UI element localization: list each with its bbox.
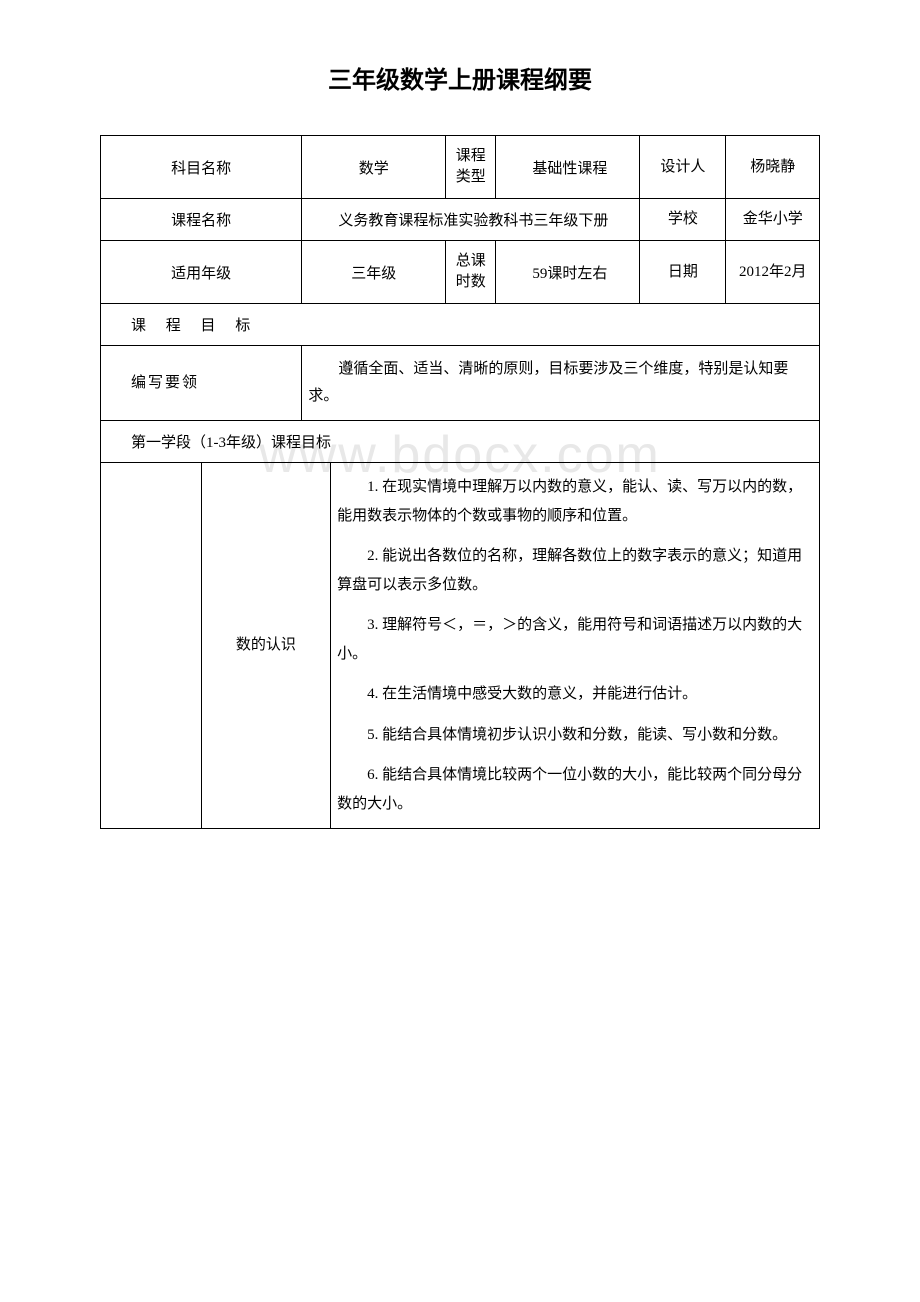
content-item: 3. 理解符号＜，＝，＞的含义，能用符号和词语描述万以内数的大小。 (337, 611, 813, 668)
table-row: 课程名称 义务教育课程标准实验教科书三年级下册 学校 金华小学 (101, 199, 820, 241)
subject-name-label: 科目名称 (101, 136, 302, 199)
subject-name-value: 数学 (302, 136, 446, 199)
content-item: 5. 能结合具体情境初步认识小数和分数，能读、写小数和分数。 (337, 721, 813, 750)
date-label: 日期 (640, 241, 726, 304)
number-recognition-label: 数的认识 (201, 463, 330, 829)
table-row: 第一学段（1-3年级）课程目标 (101, 421, 820, 463)
content-item: 6. 能结合具体情境比较两个一位小数的大小，能比较两个同分母分数的大小。 (337, 761, 813, 818)
math-category-cell (101, 463, 202, 829)
course-outline-table: 科目名称 数学 课程类型 基础性课程 设计人 杨晓静 课程名称 义务教育课程标准… (100, 135, 820, 829)
number-recognition-content: 1. 在现实情境中理解万以内数的意义，能认、读、写万以内的数，能用数表示物体的个… (331, 463, 820, 829)
content-item: 4. 在生活情境中感受大数的意义，并能进行估计。 (337, 680, 813, 709)
document-content: 三年级数学上册课程纲要 科目名称 数学 课程类型 基础性课程 设计人 杨晓静 课… (100, 60, 820, 829)
writing-guideline-content: 遵循全面、适当、清晰的原则，目标要涉及三个维度，特别是认知要求。 (302, 346, 820, 421)
course-goal-header: 课 程 目 标 (101, 304, 820, 346)
writing-guideline-label: 编写要领 (101, 346, 302, 421)
table-row: 编写要领 遵循全面、适当、清晰的原则，目标要涉及三个维度，特别是认知要求。 (101, 346, 820, 421)
table-row: 适用年级 三年级 总课时数 59课时左右 日期 2012年2月 (101, 241, 820, 304)
content-item: 1. 在现实情境中理解万以内数的意义，能认、读、写万以内的数，能用数表示物体的个… (337, 473, 813, 530)
school-value: 金华小学 (726, 199, 820, 241)
stage-header: 第一学段（1-3年级）课程目标 (101, 421, 820, 463)
course-name-value: 义务教育课程标准实验教科书三年级下册 (302, 199, 640, 241)
hours-label: 总课时数 (446, 241, 496, 304)
content-item: 2. 能说出各数位的名称，理解各数位上的数字表示的意义；知道用算盘可以表示多位数… (337, 542, 813, 599)
course-type-label: 课程类型 (446, 136, 496, 199)
table-row: 科目名称 数学 课程类型 基础性课程 设计人 杨晓静 (101, 136, 820, 199)
school-label: 学校 (640, 199, 726, 241)
grade-value: 三年级 (302, 241, 446, 304)
designer-label: 设计人 (640, 136, 726, 199)
table-row: 数的认识 1. 在现实情境中理解万以内数的意义，能认、读、写万以内的数，能用数表… (101, 463, 820, 829)
table-row: 课 程 目 标 (101, 304, 820, 346)
designer-value: 杨晓静 (726, 136, 820, 199)
course-type-value: 基础性课程 (496, 136, 640, 199)
page-title: 三年级数学上册课程纲要 (100, 60, 820, 95)
course-name-label: 课程名称 (101, 199, 302, 241)
hours-value: 59课时左右 (496, 241, 640, 304)
grade-label: 适用年级 (101, 241, 302, 304)
date-value: 2012年2月 (726, 241, 820, 304)
